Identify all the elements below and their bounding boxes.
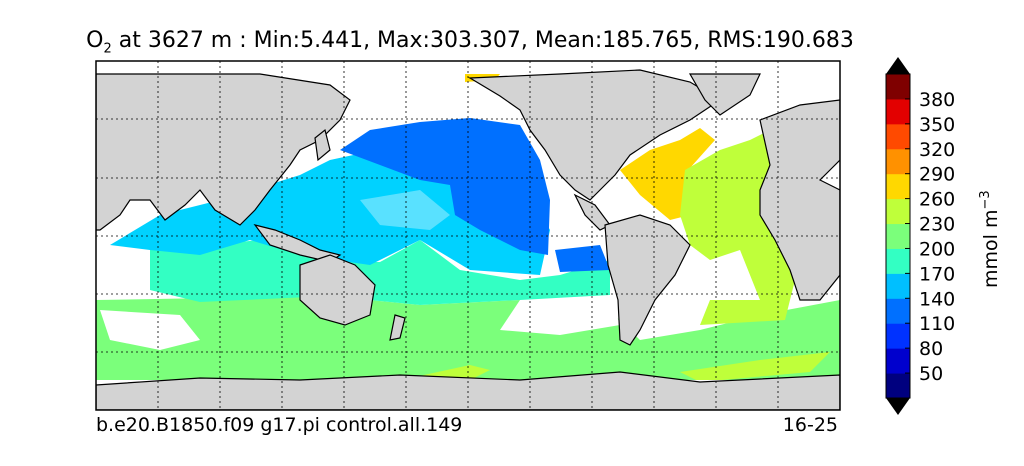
land-masses: [96, 69, 840, 410]
svg-text:mmol m−3: mmol m−3: [978, 190, 1002, 288]
colorbar-swatch: [886, 148, 910, 175]
colorbar-swatch: [886, 123, 910, 150]
colorbar-swatch: [886, 298, 910, 324]
colorbar-extend-max: [886, 57, 910, 74]
colorbar-tick-label: 80: [919, 338, 943, 360]
colorbar-swatch: [886, 173, 910, 200]
colorbar-swatch: [886, 323, 910, 349]
colorbar-tick-label: 350: [919, 114, 955, 136]
years-label: 16-25: [782, 414, 838, 436]
ocean-field: [96, 61, 840, 410]
colorbar-swatch: [886, 74, 910, 100]
colorbar-tick-label: 140: [919, 288, 955, 310]
colorbar-tick-label: 380: [919, 89, 955, 111]
colorbar-frame: [885, 73, 911, 399]
colorbar-swatch: [886, 248, 910, 274]
colorbar-tick-label: 200: [919, 238, 955, 260]
colorbar-swatch: [886, 223, 910, 249]
colorbar-tick-label: 110: [919, 313, 955, 335]
colorbar-tick-label: 320: [919, 139, 955, 161]
case-name-label: b.e20.B1850.f09 g17.pi control.all.149: [96, 414, 463, 436]
map-frame: [95, 60, 841, 411]
colorbar-swatch: [886, 98, 910, 125]
colorbar-swatch: [886, 273, 910, 299]
colorbar-swatch: [886, 373, 910, 399]
colorbar-extend-min: [886, 398, 910, 415]
colorbar-swatch: [886, 348, 910, 374]
colorbar-tick-label: 170: [919, 263, 955, 285]
colorbar-tick-label: 230: [919, 214, 955, 236]
colorbar-swatch: [886, 198, 910, 225]
map-title: O2 at 3627 m : Min:5.441, Max:303.307, M…: [86, 28, 854, 57]
colorbar-tick-label: 290: [919, 164, 955, 186]
colorbar-unit-label: mmol m−3: [973, 160, 1013, 310]
colorbar-tick-label: 260: [919, 189, 955, 211]
map-gridlines: [96, 61, 840, 410]
colorbar-tick-label: 50: [919, 363, 943, 385]
